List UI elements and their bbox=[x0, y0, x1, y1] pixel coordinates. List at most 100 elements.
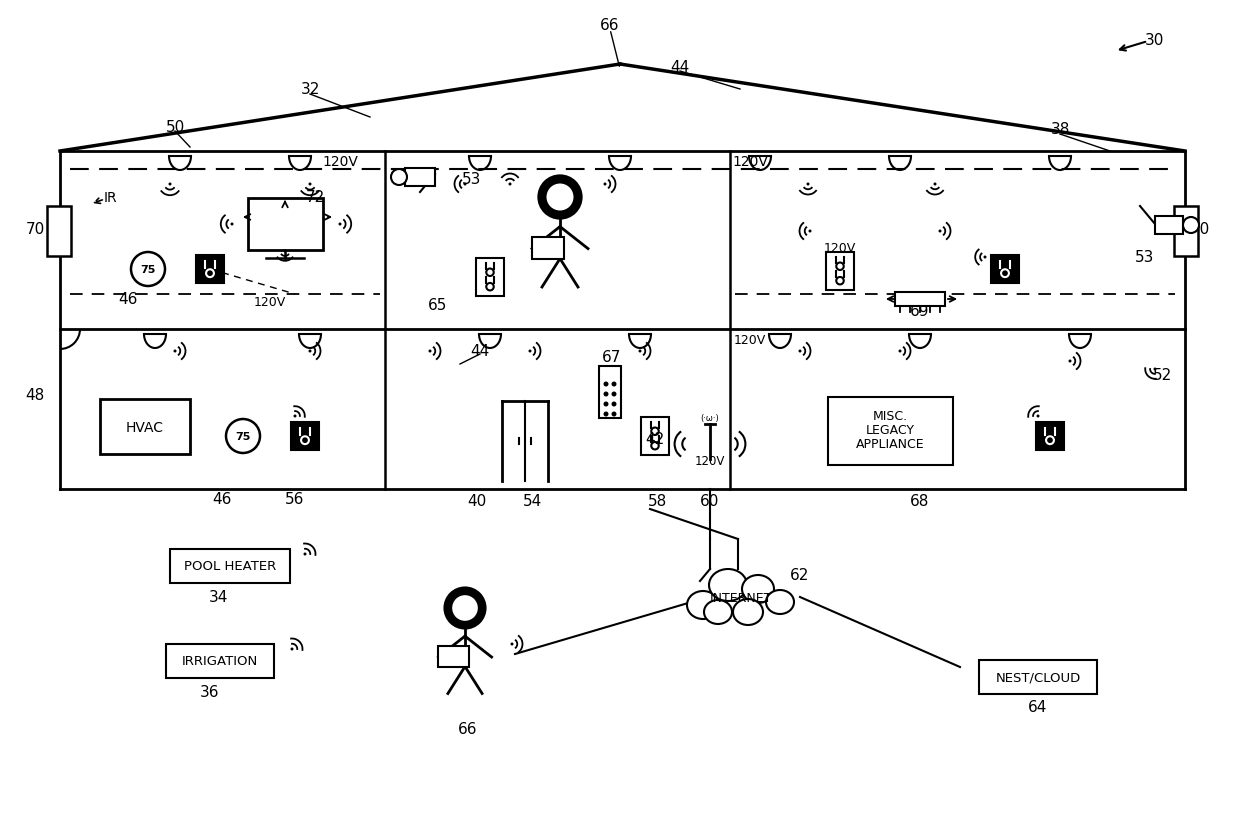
Bar bbox=[641, 418, 668, 455]
Text: 50: 50 bbox=[165, 120, 185, 135]
Text: HVAC: HVAC bbox=[126, 421, 164, 435]
Circle shape bbox=[1153, 368, 1157, 371]
Circle shape bbox=[508, 183, 512, 186]
Text: 120V: 120V bbox=[823, 242, 856, 254]
Text: 67: 67 bbox=[603, 350, 621, 365]
Text: 120V: 120V bbox=[694, 455, 725, 468]
Bar bbox=[980, 660, 1097, 694]
Text: 56: 56 bbox=[285, 492, 305, 507]
Circle shape bbox=[284, 250, 286, 253]
Text: 68: 68 bbox=[910, 494, 930, 509]
Text: 62: 62 bbox=[790, 567, 810, 582]
Text: 46: 46 bbox=[118, 292, 138, 307]
Text: 40: 40 bbox=[467, 494, 486, 509]
Circle shape bbox=[611, 382, 616, 387]
Circle shape bbox=[604, 382, 609, 387]
Circle shape bbox=[604, 392, 609, 397]
Text: 120V: 120V bbox=[734, 333, 766, 346]
Circle shape bbox=[429, 350, 432, 353]
Circle shape bbox=[899, 350, 901, 353]
Text: LEGACY: LEGACY bbox=[866, 423, 915, 436]
Text: POOL HEATER: POOL HEATER bbox=[184, 560, 277, 573]
Bar bbox=[170, 549, 290, 584]
Text: 65: 65 bbox=[428, 297, 448, 312]
Text: 72: 72 bbox=[305, 189, 325, 204]
Bar bbox=[1174, 206, 1198, 257]
Ellipse shape bbox=[704, 600, 732, 624]
Circle shape bbox=[309, 350, 311, 353]
Circle shape bbox=[611, 402, 616, 407]
Bar bbox=[439, 646, 469, 667]
Text: 44: 44 bbox=[671, 59, 689, 74]
Bar bbox=[47, 206, 71, 257]
Text: NEST/CLOUD: NEST/CLOUD bbox=[996, 670, 1080, 684]
Circle shape bbox=[604, 183, 606, 186]
Bar bbox=[405, 169, 435, 186]
Circle shape bbox=[511, 643, 513, 645]
Circle shape bbox=[538, 176, 582, 219]
Text: 46: 46 bbox=[212, 492, 232, 507]
Circle shape bbox=[1069, 360, 1071, 363]
Text: MISC.: MISC. bbox=[873, 409, 908, 422]
Circle shape bbox=[290, 648, 294, 650]
Circle shape bbox=[444, 588, 486, 629]
Bar bbox=[196, 256, 224, 283]
Bar bbox=[100, 400, 190, 455]
Circle shape bbox=[983, 256, 987, 259]
Ellipse shape bbox=[687, 591, 719, 619]
Bar bbox=[476, 259, 503, 296]
Text: 64: 64 bbox=[1028, 700, 1048, 715]
Bar bbox=[599, 366, 621, 419]
Text: 75: 75 bbox=[236, 431, 250, 441]
Circle shape bbox=[453, 595, 477, 621]
Bar bbox=[1154, 217, 1183, 235]
Circle shape bbox=[528, 350, 532, 353]
Circle shape bbox=[174, 350, 176, 353]
Circle shape bbox=[604, 412, 609, 417]
Text: 75: 75 bbox=[140, 265, 156, 275]
Text: 70: 70 bbox=[25, 222, 45, 237]
Text: 53: 53 bbox=[1136, 250, 1154, 265]
Text: IRRIGATION: IRRIGATION bbox=[182, 655, 258, 668]
Circle shape bbox=[339, 223, 341, 227]
Text: 58: 58 bbox=[647, 494, 667, 509]
Ellipse shape bbox=[709, 569, 746, 601]
Circle shape bbox=[799, 350, 801, 353]
Bar bbox=[248, 199, 322, 251]
Text: 66: 66 bbox=[459, 721, 477, 737]
Text: 36: 36 bbox=[200, 685, 219, 700]
Text: 34: 34 bbox=[208, 589, 228, 604]
Text: 54: 54 bbox=[522, 494, 542, 509]
Text: 48: 48 bbox=[25, 387, 45, 402]
Ellipse shape bbox=[766, 590, 794, 614]
Ellipse shape bbox=[742, 575, 774, 604]
Circle shape bbox=[808, 230, 811, 233]
Bar bbox=[1035, 422, 1064, 451]
Circle shape bbox=[208, 273, 212, 276]
Circle shape bbox=[309, 183, 311, 186]
Circle shape bbox=[604, 402, 609, 407]
Text: 60: 60 bbox=[701, 494, 719, 509]
Text: IR: IR bbox=[103, 191, 117, 205]
Bar bbox=[828, 398, 954, 466]
Text: 44: 44 bbox=[470, 344, 490, 359]
Text: 66: 66 bbox=[600, 18, 620, 33]
Circle shape bbox=[169, 183, 171, 186]
Circle shape bbox=[1183, 217, 1199, 234]
Bar bbox=[991, 256, 1019, 283]
Circle shape bbox=[294, 415, 296, 418]
Text: 70: 70 bbox=[1190, 222, 1210, 237]
Circle shape bbox=[639, 350, 641, 353]
Text: 53: 53 bbox=[463, 172, 481, 187]
Circle shape bbox=[231, 223, 233, 227]
Text: 32: 32 bbox=[300, 83, 320, 97]
Text: 52: 52 bbox=[1153, 367, 1173, 382]
Text: INTERNET: INTERNET bbox=[709, 591, 773, 604]
Circle shape bbox=[1037, 415, 1039, 418]
Text: (·ω·): (·ω·) bbox=[701, 413, 719, 422]
Circle shape bbox=[939, 230, 941, 233]
Circle shape bbox=[1003, 273, 1007, 276]
Bar bbox=[166, 645, 274, 678]
Bar bbox=[826, 253, 853, 290]
Bar bbox=[291, 422, 319, 451]
